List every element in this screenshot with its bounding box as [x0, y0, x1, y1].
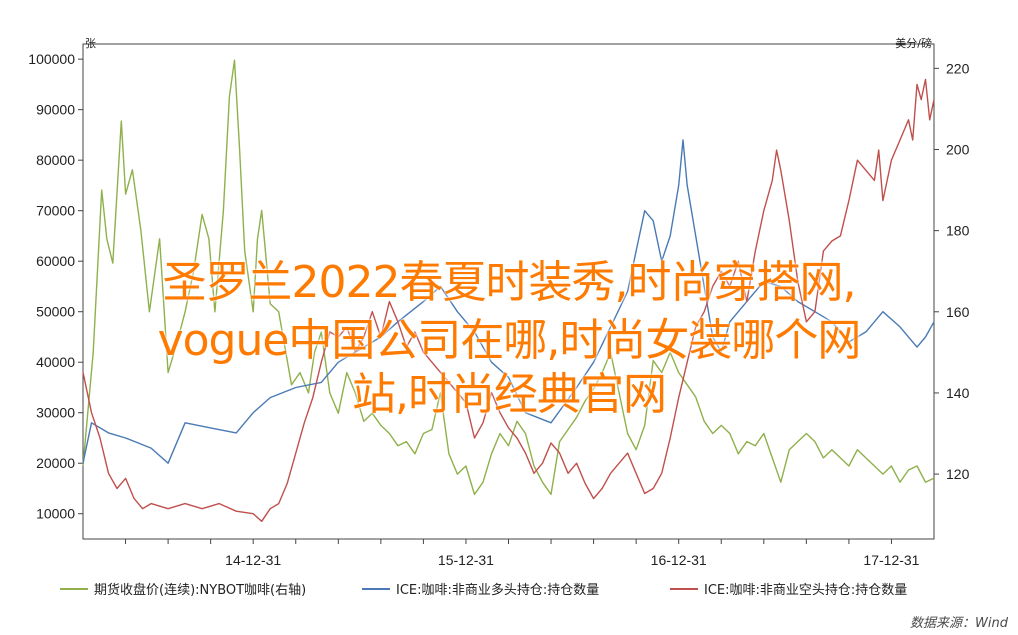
left-tick-label: 20000	[36, 455, 75, 471]
overlay-title-line-2: vogue中国公司在哪,时尚女装哪个网	[157, 315, 862, 366]
source-note: 数据来源：Wind	[910, 616, 1009, 631]
right-axis-unit: 美分/磅	[895, 36, 932, 50]
right-tick-label: 180	[946, 223, 970, 239]
left-tick-label: 80000	[36, 152, 75, 168]
left-tick-label: 40000	[36, 354, 75, 370]
right-tick-label: 160	[946, 304, 970, 320]
x-tick-label: 15-12-31	[438, 552, 494, 568]
left-tick-label: 30000	[36, 405, 75, 421]
left-tick-label: 70000	[36, 203, 75, 219]
right-tick-label: 120	[946, 466, 970, 482]
legend: 期货收盘价(连续):NYBOT咖啡(右轴) ICE:咖啡:非商业多头持仓:持仓数量…	[60, 582, 907, 598]
series-line-1	[82, 59, 935, 496]
overlay-title-line-3: 站,时尚经典官网	[352, 369, 667, 420]
left-tick-label: 60000	[36, 253, 75, 269]
right-tick-label: 200	[946, 141, 970, 157]
series-layer	[82, 59, 935, 522]
legend-label: ICE:咖啡:非商业多头持仓:持仓数量	[396, 582, 599, 598]
right-tick-label: 220	[946, 60, 970, 76]
x-tick-label: 14-12-31	[225, 552, 281, 568]
left-axis-unit: 张	[85, 37, 96, 50]
right-tick-label: 140	[946, 385, 970, 401]
right-axis: 120 140 160 180 200 220	[934, 60, 970, 482]
overlay-title-line-1: 圣罗兰2022春夏时装秀,时尚穿搭网,	[162, 257, 857, 308]
left-axis: 10000 20000 30000 40000 50000 60000 70000 80000…	[28, 51, 83, 522]
x-axis: 14-12-31 15-12-31 16-12-31 17-12-31	[125, 539, 920, 568]
left-tick-label: 50000	[36, 304, 75, 320]
left-tick-label: 10000	[36, 506, 75, 522]
left-tick-label: 100000	[28, 51, 75, 67]
x-tick-label: 16-12-31	[651, 552, 707, 568]
left-tick-label: 90000	[36, 102, 75, 118]
series-line-2	[82, 139, 935, 464]
legend-label: 期货收盘价(连续):NYBOT咖啡(右轴)	[94, 582, 306, 598]
legend-label: ICE:咖啡:非商业空头持仓:持仓数量	[704, 583, 907, 598]
x-tick-label: 17-12-31	[863, 552, 919, 568]
series-line-3	[82, 78, 935, 522]
